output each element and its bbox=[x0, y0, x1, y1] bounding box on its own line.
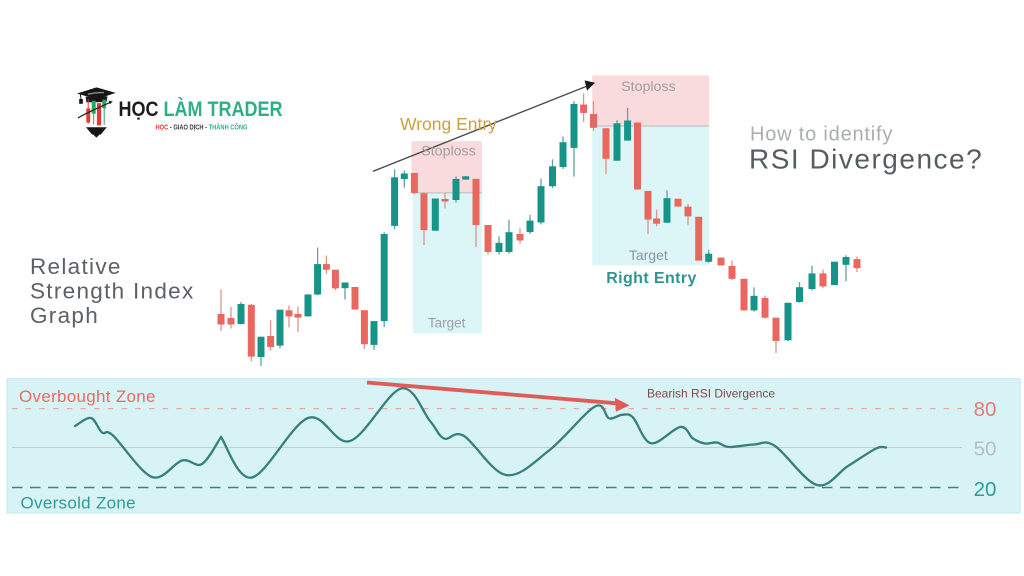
svg-text:Stoploss: Stoploss bbox=[421, 143, 475, 159]
svg-text:RSI Divergence?: RSI Divergence? bbox=[749, 144, 983, 175]
svg-text:Wrong Entry: Wrong Entry bbox=[400, 114, 497, 134]
svg-text:20: 20 bbox=[974, 478, 997, 501]
svg-text:Bearish RSI Divergence: Bearish RSI Divergence bbox=[647, 387, 775, 401]
svg-text:HỌC LÀM TRADER: HỌC LÀM TRADER bbox=[119, 96, 283, 121]
svg-text:Target: Target bbox=[428, 316, 466, 331]
svg-text:80: 80 bbox=[974, 398, 997, 421]
svg-text:How to identify: How to identify bbox=[750, 124, 893, 146]
svg-text:Oversold Zone: Oversold Zone bbox=[21, 494, 136, 513]
svg-text:Target: Target bbox=[629, 247, 668, 263]
svg-text:Overbought Zone: Overbought Zone bbox=[19, 387, 156, 406]
svg-text:50: 50 bbox=[974, 438, 997, 461]
svg-text:Relative: Relative bbox=[30, 254, 122, 279]
svg-text:Stoploss: Stoploss bbox=[621, 79, 675, 95]
svg-text:HỌC - GIAO DỊCH - THÀNH CÔNG: HỌC - GIAO DỊCH - THÀNH CÔNG bbox=[156, 123, 248, 132]
svg-text:Graph: Graph bbox=[30, 303, 99, 328]
svg-text:Strength Index: Strength Index bbox=[30, 279, 195, 304]
svg-text:Right Entry: Right Entry bbox=[606, 270, 697, 287]
